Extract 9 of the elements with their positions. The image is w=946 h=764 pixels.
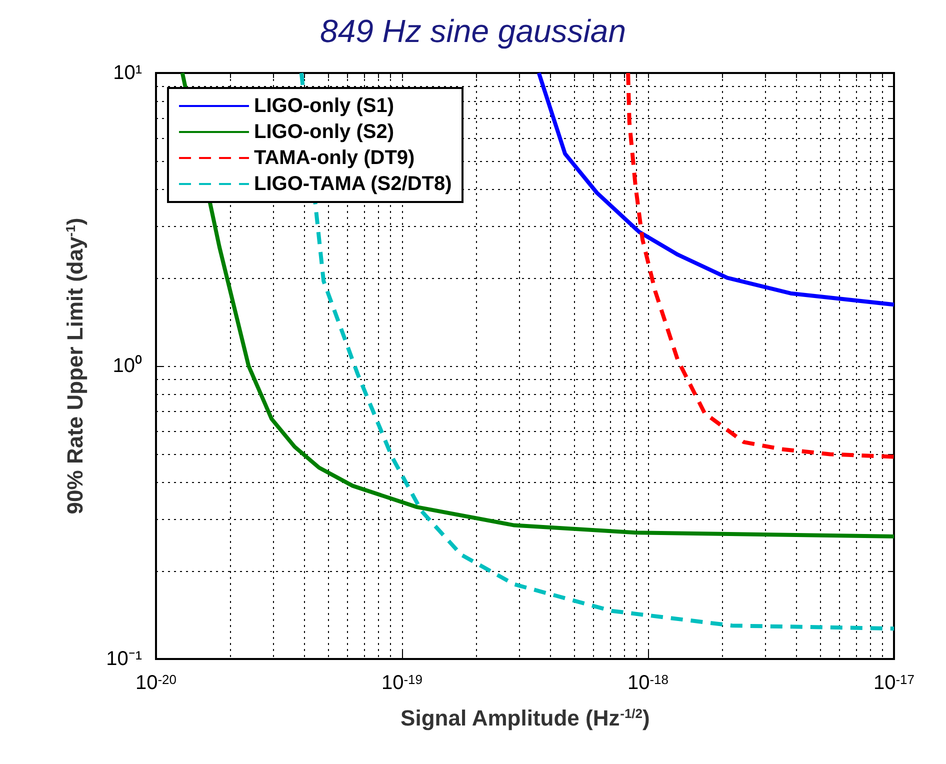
legend-label: LIGO-only (S2) [254,121,394,143]
legend-label: LIGO-only (S1) [254,95,394,117]
y-tick-label: 10⁰ [112,354,142,377]
chart-title: 849 Hz sine gaussian [320,13,626,49]
legend-label: LIGO-TAMA (S2/DT8) [254,173,452,195]
y-tick-label: 10¹ [113,62,142,84]
y-axis-title: 90% Rate Upper Limit (day-1) [62,218,88,514]
y-tick-label: 10⁻¹ [106,648,142,670]
legend-label: TAMA-only (DT9) [254,147,415,169]
